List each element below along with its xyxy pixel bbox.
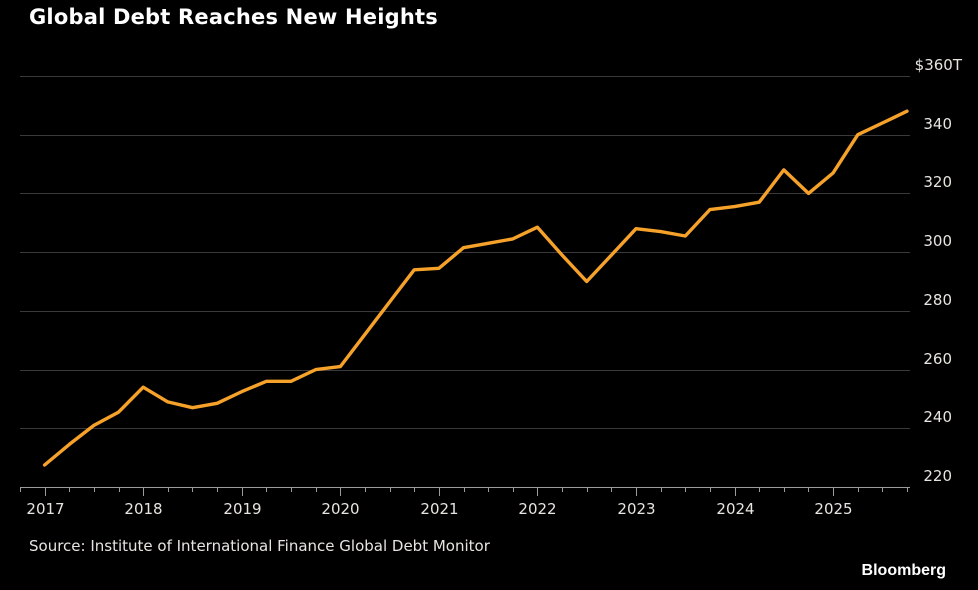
svg-text:2021: 2021 [420,500,458,518]
svg-text:$360T: $360T [915,56,963,74]
svg-text:240: 240 [923,408,952,426]
svg-text:340: 340 [923,115,952,133]
x-axis [20,487,910,496]
svg-text:2020: 2020 [321,500,359,518]
bloomberg-logo: Bloomberg [861,562,946,579]
svg-text:220: 220 [923,467,952,485]
svg-text:2022: 2022 [518,500,556,518]
source-attribution: Source: Institute of International Finan… [29,537,490,555]
global-debt-line [42,109,909,467]
svg-text:2018: 2018 [124,500,162,518]
svg-text:320: 320 [923,173,952,191]
svg-text:2019: 2019 [223,500,261,518]
svg-text:2017: 2017 [26,500,64,518]
y-axis-labels: 220 240 260 280 300 320 340 $360T [915,56,963,485]
x-axis-labels: 2017 2018 2019 2020 2021 2022 2023 2024 2025 [26,500,852,518]
svg-text:260: 260 [923,350,952,368]
svg-text:2025: 2025 [814,500,852,518]
chart-title: Global Debt Reaches New Heights [29,5,438,29]
svg-text:2023: 2023 [617,500,655,518]
svg-text:2024: 2024 [716,500,754,518]
gridlines [20,76,910,429]
svg-text:280: 280 [923,291,952,309]
svg-text:300: 300 [923,232,952,250]
